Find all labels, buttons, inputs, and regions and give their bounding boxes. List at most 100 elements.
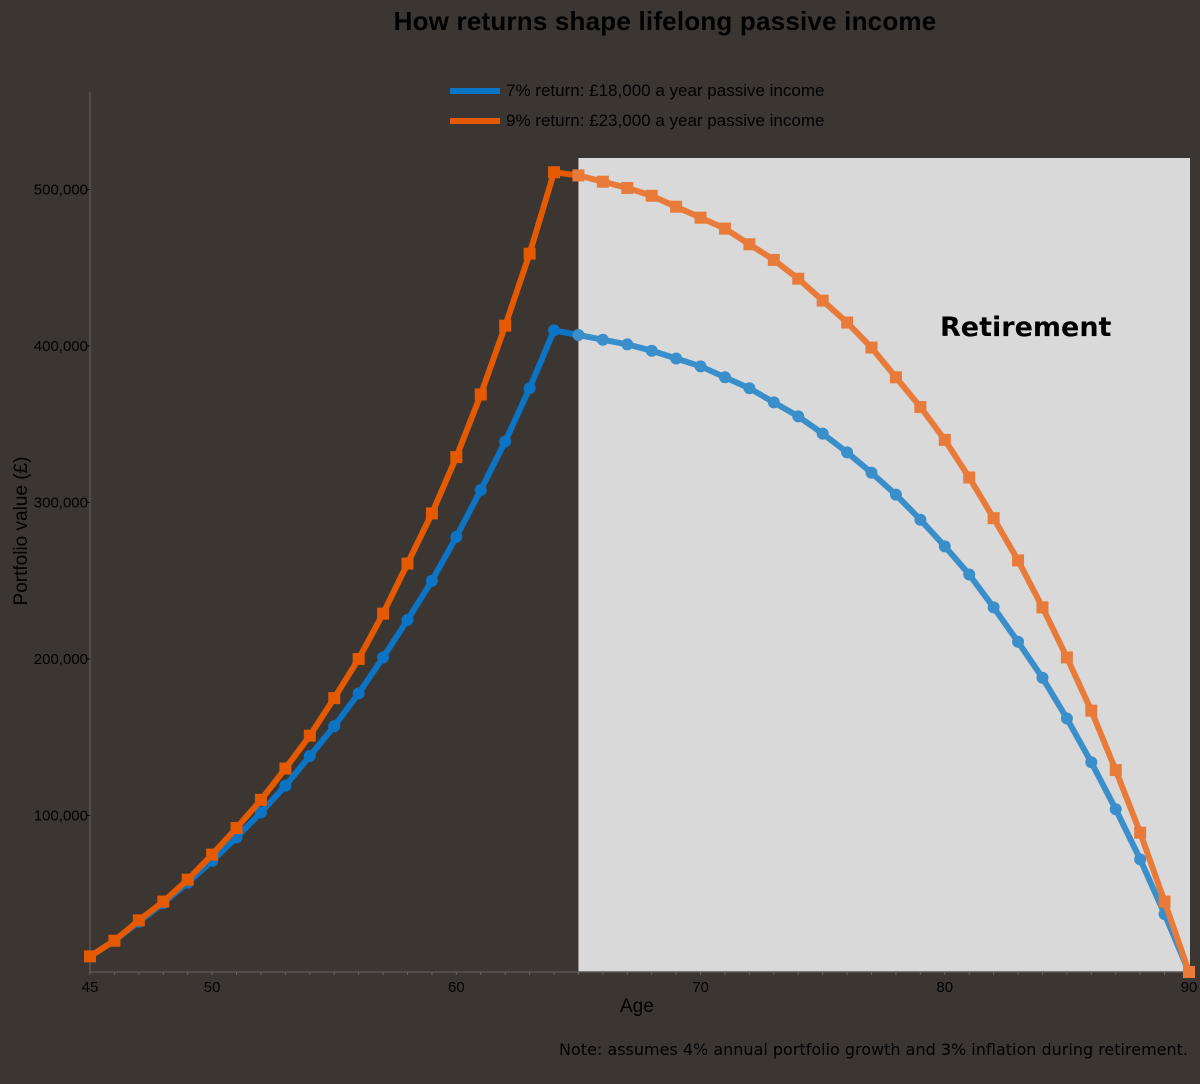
data-point-square: [621, 181, 634, 194]
data-point-square: [548, 166, 561, 179]
data-point-circle: [572, 329, 585, 342]
series-9pct-line-accumulation: [88, 169, 579, 959]
x-tick-label: 80: [936, 979, 953, 996]
data-point-circle: [1012, 635, 1025, 648]
data-point-square: [1109, 764, 1122, 777]
data-point-circle: [694, 360, 707, 373]
data-point-square: [670, 200, 683, 213]
data-point-circle: [425, 574, 438, 587]
legend-item-7pct: 7% return: £18,000 a year passive income: [450, 76, 824, 106]
data-point-circle: [914, 513, 927, 526]
data-point-square: [230, 822, 243, 835]
data-point-square: [865, 341, 878, 354]
data-point-square: [303, 729, 316, 742]
data-point-square: [132, 914, 145, 927]
data-point-circle: [743, 382, 756, 395]
data-point-square: [499, 319, 512, 332]
data-point-circle: [377, 651, 390, 664]
legend-label: 9% return: £23,000 a year passive income: [506, 111, 825, 130]
data-point-square: [816, 294, 829, 307]
data-point-circle: [548, 324, 561, 337]
y-tick-label: 200,000: [34, 651, 88, 668]
data-point-circle: [718, 371, 731, 384]
data-point-circle: [889, 488, 902, 501]
data-point-square: [938, 433, 951, 446]
legend-item-9pct: 9% return: £23,000 a year passive income: [450, 106, 824, 136]
y-tick-label: 400,000: [34, 338, 88, 355]
data-point-square: [254, 793, 267, 806]
data-point-square: [572, 169, 585, 182]
data-point-square: [1158, 895, 1171, 908]
data-point-square: [987, 512, 1000, 525]
data-point-circle: [450, 530, 463, 543]
data-point-square: [694, 211, 707, 224]
data-point-circle: [254, 806, 267, 819]
data-point-circle: [767, 396, 780, 409]
x-tick-label: 70: [692, 979, 709, 996]
data-point-square: [206, 848, 219, 861]
x-tick-label: 60: [448, 979, 465, 996]
legend-swatch-blue: [450, 88, 500, 94]
y-tick-label: 100,000: [34, 808, 88, 825]
data-point-circle: [963, 568, 976, 581]
data-point-square: [181, 873, 194, 886]
data-point-circle: [670, 352, 683, 365]
data-point-circle: [303, 750, 316, 763]
y-tick-label: 500,000: [34, 182, 88, 199]
footnote: Note: assumes 4% annual portfolio growth…: [559, 1040, 1188, 1059]
data-point-circle: [1109, 803, 1122, 816]
data-point-circle: [279, 779, 292, 792]
data-point-square: [450, 451, 463, 464]
series-7pct-line-accumulation: [88, 327, 579, 959]
data-point-square: [1012, 554, 1025, 567]
data-point-square: [84, 950, 96, 963]
data-point-square: [645, 189, 658, 202]
data-point-circle: [1085, 756, 1098, 769]
data-point-circle: [596, 333, 609, 346]
x-tick-label: 50: [204, 979, 221, 996]
data-point-square: [157, 895, 170, 908]
data-point-square: [914, 401, 927, 414]
data-point-square: [1060, 651, 1073, 664]
data-point-circle: [1060, 712, 1073, 725]
data-point-circle: [474, 483, 487, 496]
data-point-circle: [645, 344, 658, 357]
retirement-annotation: Retirement: [940, 312, 1112, 343]
data-point-square: [108, 934, 121, 947]
y-tick-label: 300,000: [34, 495, 88, 512]
data-point-square: [718, 222, 731, 235]
data-point-circle: [621, 338, 634, 351]
data-point-square: [523, 247, 536, 260]
data-point-circle: [865, 466, 878, 479]
data-point-square: [401, 557, 414, 570]
data-point-square: [474, 388, 487, 401]
data-point-square: [889, 371, 902, 384]
data-point-square: [1183, 966, 1195, 978]
data-point-circle: [499, 435, 512, 448]
data-point-square: [1134, 826, 1147, 839]
data-point-square: [841, 316, 854, 329]
data-point-circle: [1036, 671, 1049, 684]
data-point-square: [963, 471, 976, 484]
data-point-square: [767, 253, 780, 266]
data-point-square: [1036, 601, 1049, 614]
data-point-square: [1085, 704, 1098, 717]
y-axis-label: Portfolio value (£): [11, 456, 32, 606]
data-point-circle: [792, 410, 805, 423]
data-point-square: [328, 692, 341, 705]
x-axis-label: Age: [620, 996, 654, 1017]
data-point-circle: [938, 540, 951, 553]
legend-swatch-orange: [450, 118, 500, 124]
data-point-circle: [523, 382, 536, 395]
data-point-square: [743, 238, 756, 251]
data-point-square: [279, 762, 292, 775]
retirement-shaded-region: [578, 158, 1190, 972]
data-point-circle: [328, 720, 341, 733]
chart-title: How returns shape lifelong passive incom…: [393, 6, 937, 36]
x-tick-label: 45: [82, 979, 99, 996]
data-point-square: [377, 607, 390, 620]
data-point-circle: [352, 687, 365, 700]
legend-label: 7% return: £18,000 a year passive income: [506, 81, 825, 100]
data-point-square: [352, 653, 365, 665]
